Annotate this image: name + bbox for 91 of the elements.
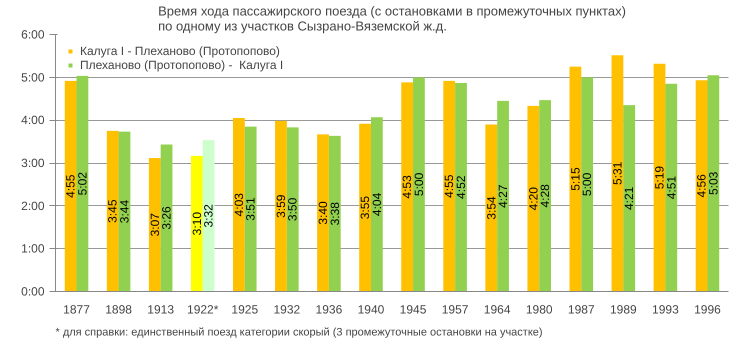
x-tick-label: 1913 — [147, 302, 174, 316]
bar — [527, 106, 540, 292]
x-tick-label: 1945 — [400, 302, 427, 316]
data-label: 4:53 — [400, 174, 414, 199]
legend-label: Калуга I - Плеханово (Протопопово) — [80, 44, 280, 58]
data-label: 4:20 — [526, 186, 540, 210]
legend-label: Плеханово (Протопопово) - Калуга I — [80, 58, 284, 72]
bar — [370, 117, 383, 292]
bar — [160, 144, 172, 292]
bar — [539, 100, 551, 292]
bar — [286, 127, 299, 292]
bar — [485, 124, 498, 292]
data-label: 4:03 — [232, 192, 246, 216]
bar — [497, 100, 509, 292]
bar — [707, 75, 720, 292]
x-tick-label: 1957 — [442, 302, 469, 316]
y-tick-label: 4:00 — [21, 113, 45, 128]
y-tick-label: 3:00 — [21, 156, 45, 170]
bar — [401, 82, 414, 292]
data-label: 4:52 — [454, 175, 468, 199]
data-label: 5:31 — [610, 161, 624, 186]
data-label: 4:21 — [622, 186, 636, 210]
x-tick-label: 1936 — [316, 302, 343, 316]
data-label: 3:44 — [117, 200, 132, 224]
y-tick-label: 2:00 — [21, 198, 45, 213]
data-label: 3:40 — [316, 200, 330, 225]
bar — [328, 136, 341, 292]
data-label: 3:50 — [286, 197, 300, 222]
x-tick-label: 1996 — [694, 302, 722, 316]
data-label: 3:59 — [274, 194, 288, 218]
y-tick-label: 0:00 — [21, 284, 45, 298]
bar — [244, 126, 257, 292]
bar — [654, 64, 666, 292]
bar — [612, 55, 624, 292]
x-tick-label: 1940 — [358, 302, 385, 316]
data-label: 3:10 — [190, 212, 204, 236]
data-label: 4:51 — [664, 176, 678, 200]
data-label: 3:26 — [160, 206, 174, 230]
data-label: 3:45 — [106, 199, 120, 223]
data-label: 3:54 — [484, 196, 498, 220]
data-label: 4:27 — [496, 184, 510, 208]
chart-title: Время хода пассажирского поезда (с остановками в промежуточных пунктах) по одному из участков Сызрано-Вяземской ж.д. — [158, 4, 626, 34]
bar — [64, 80, 77, 292]
x-tick-label: 1980 — [526, 302, 553, 316]
bar — [118, 132, 130, 292]
bar — [443, 80, 456, 292]
x-tick-label: 1989 — [610, 302, 638, 316]
data-label: 5:02 — [75, 172, 90, 196]
x-tick-label: 1987 — [568, 302, 595, 316]
data-label: 3:55 — [358, 196, 372, 220]
bar — [275, 120, 287, 292]
data-label: 5:19 — [652, 166, 667, 190]
x-tick-label: 1925 — [231, 302, 258, 316]
data-label: 3:51 — [244, 197, 258, 221]
data-label: 5:00 — [580, 172, 594, 196]
bar — [190, 156, 203, 292]
bar — [665, 84, 678, 292]
bar — [359, 124, 371, 292]
bar — [455, 83, 467, 292]
data-label: 4:04 — [370, 192, 384, 216]
x-tick-label: 1932 — [273, 302, 301, 316]
data-label: 4:55 — [442, 174, 456, 198]
data-label: 3:07 — [148, 212, 162, 236]
data-label: 5:03 — [706, 171, 720, 196]
bar — [413, 77, 425, 292]
data-label: 4:28 — [538, 184, 552, 208]
data-label: 5:00 — [412, 172, 426, 196]
x-tick-label: 1964 — [484, 302, 511, 316]
bar — [106, 130, 119, 292]
data-label: 3:38 — [328, 202, 342, 226]
x-tick-label: 1922* — [187, 302, 219, 316]
data-label: 4:55 — [64, 174, 78, 198]
x-tick-label: 1898 — [105, 302, 132, 316]
bar — [570, 66, 582, 292]
bar — [202, 140, 214, 292]
text: * для справки: единственный поезд категории скорый (3 промежуточные остановки на участке) — [56, 326, 543, 338]
x-tick-label: 1877 — [63, 302, 90, 316]
bar — [233, 118, 245, 292]
y-tick-label: 6:00 — [21, 28, 45, 42]
bar — [581, 77, 594, 292]
y-tick-label: 5:00 — [21, 70, 45, 84]
bar — [317, 134, 329, 292]
bar — [76, 76, 88, 292]
bar — [696, 80, 708, 292]
data-label: 3:32 — [202, 204, 216, 228]
bar — [623, 105, 636, 292]
y-tick-label: 1:00 — [21, 242, 45, 256]
data-label: 4:56 — [694, 174, 709, 198]
bar — [148, 158, 161, 292]
data-label: 5:15 — [568, 167, 582, 191]
x-tick-label: 1993 — [652, 302, 680, 316]
